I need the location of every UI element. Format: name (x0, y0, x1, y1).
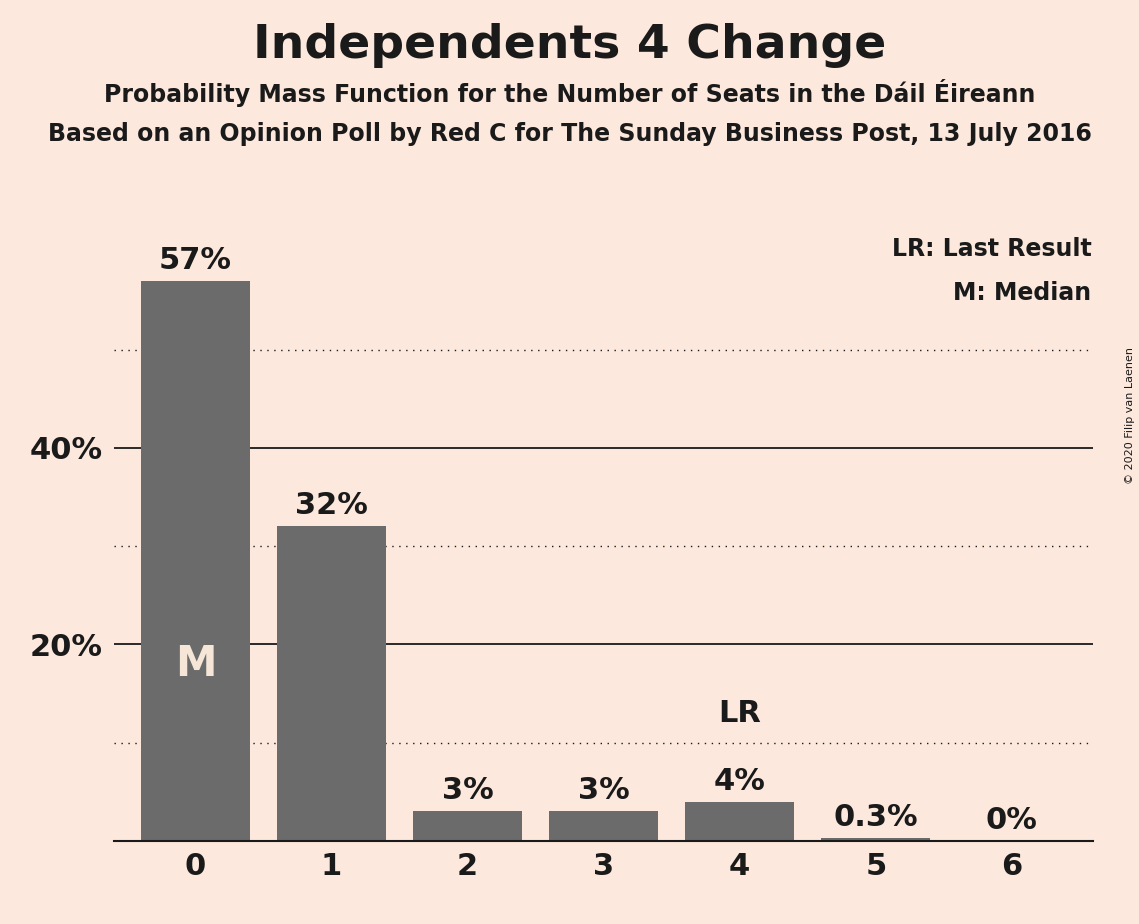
Bar (277, 527, 386, 841)
Bar (549, 811, 658, 841)
Text: Independents 4 Change: Independents 4 Change (253, 23, 886, 68)
Text: Probability Mass Function for the Number of Seats in the Dáil Éireann: Probability Mass Function for the Number… (104, 79, 1035, 106)
Text: 32%: 32% (295, 492, 368, 520)
Text: 3%: 3% (442, 776, 493, 806)
Text: M: M (174, 643, 216, 685)
Text: 3%: 3% (577, 776, 630, 806)
Bar (413, 811, 522, 841)
Text: 0%: 0% (986, 806, 1038, 835)
Text: © 2020 Filip van Laenen: © 2020 Filip van Laenen (1125, 347, 1134, 484)
Text: Based on an Opinion Poll by Red C for The Sunday Business Post, 13 July 2016: Based on an Opinion Poll by Red C for Th… (48, 122, 1091, 146)
Text: LR: LR (719, 699, 761, 728)
Bar (141, 281, 249, 841)
Text: M: Median: M: Median (953, 281, 1091, 305)
Text: LR: Last Result: LR: Last Result (892, 237, 1091, 261)
Text: 0.3%: 0.3% (834, 803, 918, 832)
Bar (821, 838, 931, 841)
Bar (686, 801, 794, 841)
Text: 57%: 57% (159, 246, 232, 274)
Text: 4%: 4% (714, 767, 765, 796)
